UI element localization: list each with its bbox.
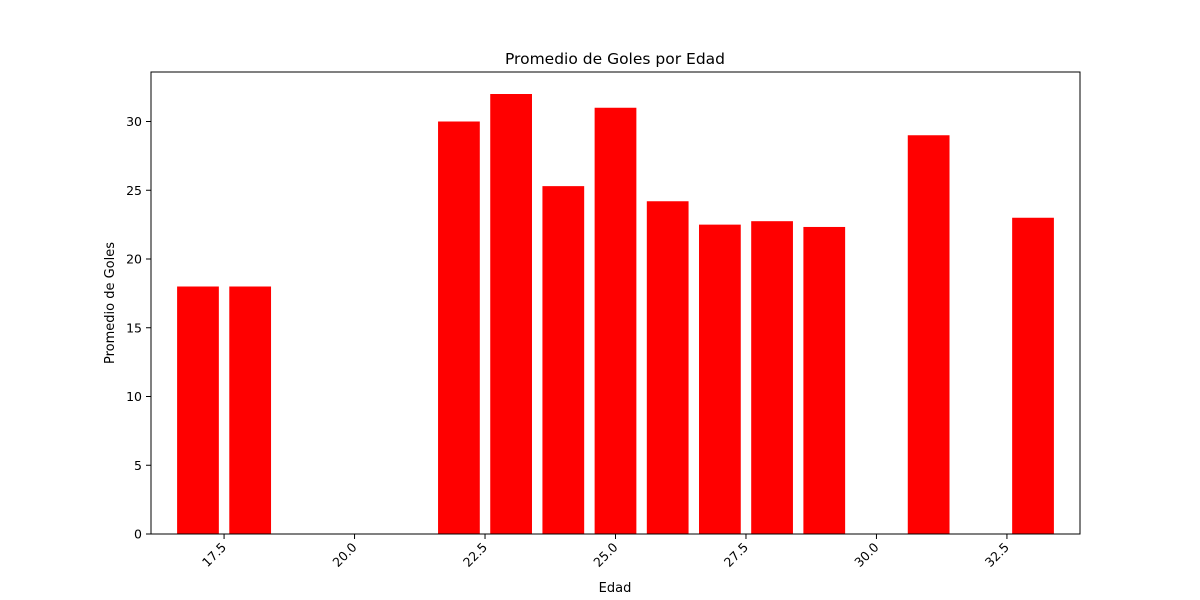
bar-age-26 [646,201,689,534]
y-tick-label: 10 [126,389,142,404]
bar-age-25 [594,107,637,534]
x-tick-label: 25.0 [590,539,620,569]
bar-age-33 [1012,217,1054,534]
y-tick-label: 30 [126,114,142,129]
x-tick-label: 22.5 [460,540,490,570]
y-axis-ticks: 0 5 10 15 20 25 30 [126,114,151,542]
x-axis-ticks: 17.5 20.0 22.5 25.0 27.5 30.0 32.5 [199,534,1012,570]
bar-age-17 [177,286,219,534]
y-tick-label: 20 [126,252,142,267]
x-tick-label: 27.5 [721,540,751,570]
bar-age-23 [490,94,532,534]
x-tick-label: 17.5 [199,540,229,570]
bar-age-28 [751,221,793,534]
x-tick-label: 32.5 [982,540,1012,570]
bar-age-27 [699,224,741,535]
chart-title: Promedio de Goles por Edad [505,50,725,68]
x-tick-label: 30.0 [851,539,881,569]
y-tick-label: 25 [126,183,142,198]
y-axis-label: Promedio de Goles [103,242,118,364]
x-tick-label: 20.0 [329,539,359,569]
x-axis-label: Edad [599,581,632,596]
y-tick-label: 15 [126,320,142,335]
bar-age-22 [438,121,480,534]
bars-group [177,94,1054,535]
y-tick-label: 5 [134,458,142,473]
bar-age-24 [542,186,585,535]
bar-age-29 [803,226,846,534]
y-tick-label: 0 [134,527,142,542]
bar-age-31 [907,135,950,534]
bar-age-18 [229,286,272,534]
